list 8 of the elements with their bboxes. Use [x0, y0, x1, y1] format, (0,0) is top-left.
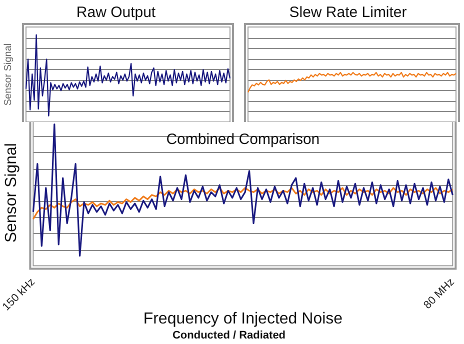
- text: Conducted / Radiated: [172, 329, 286, 342]
- y-axis-title: Sensor Signal: [2, 43, 14, 106]
- chart-title: Slew Rate Limiter: [289, 4, 407, 22]
- x-axis-title: Frequency of Injected Noise: [143, 310, 343, 328]
- text: Combined Comparison: [166, 131, 320, 148]
- chart-title: Raw Output: [76, 4, 156, 22]
- x-tick-label: 150 kHz: [0, 276, 38, 314]
- y-axis-title: Sensor Signal: [3, 143, 20, 243]
